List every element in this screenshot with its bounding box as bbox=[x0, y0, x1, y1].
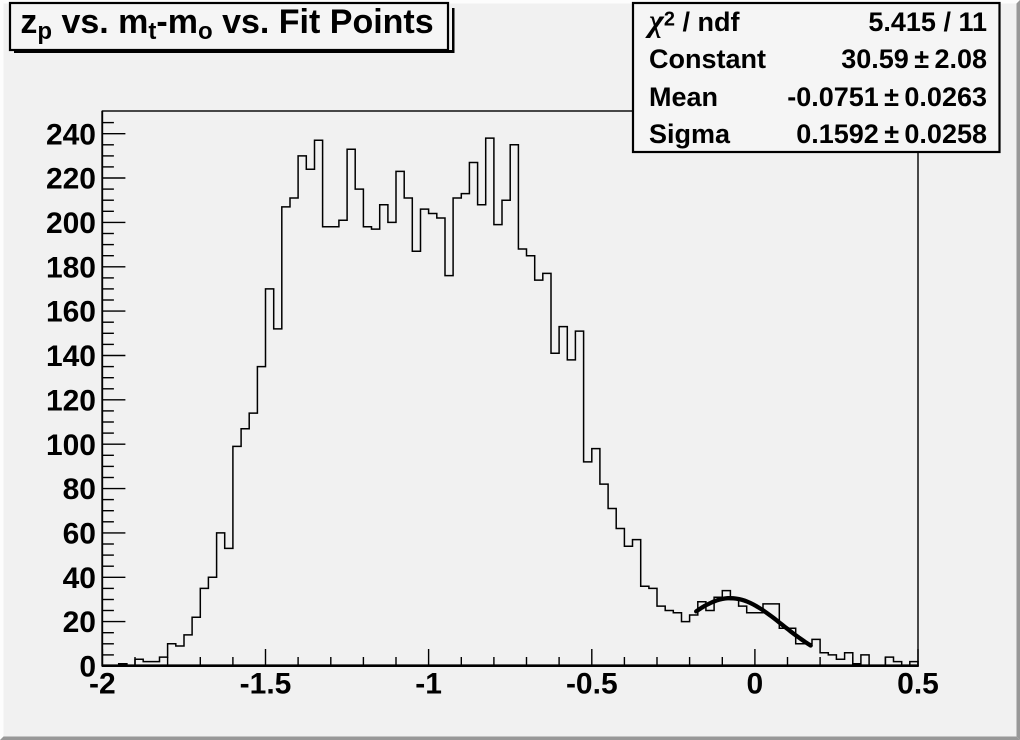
svg-text:240: 240 bbox=[46, 118, 96, 151]
svg-text:200: 200 bbox=[46, 207, 96, 240]
svg-text:Constant: Constant bbox=[649, 44, 766, 74]
svg-text:140: 140 bbox=[46, 340, 96, 373]
svg-text:180: 180 bbox=[46, 251, 96, 284]
svg-text:5.415 / 11: 5.415 / 11 bbox=[868, 7, 987, 37]
svg-text:-1: -1 bbox=[415, 668, 442, 701]
svg-text:20: 20 bbox=[63, 606, 96, 639]
svg-text:Sigma: Sigma bbox=[649, 119, 731, 149]
svg-text:χ2 / ndf: χ2 / ndf bbox=[645, 2, 740, 38]
svg-text:zp vs. mt-mo vs. Fit Points: zp vs. mt-mo vs. Fit Points bbox=[20, 3, 433, 45]
svg-text:0.1592 ± 0.0258: 0.1592 ± 0.0258 bbox=[796, 119, 987, 149]
svg-text:100: 100 bbox=[46, 429, 96, 462]
svg-text:0: 0 bbox=[79, 651, 96, 684]
svg-text:-0.0751 ± 0.0263: -0.0751 ± 0.0263 bbox=[787, 82, 987, 112]
svg-text:-0.5: -0.5 bbox=[566, 668, 618, 701]
svg-text:220: 220 bbox=[46, 163, 96, 196]
svg-text:0.5: 0.5 bbox=[897, 668, 939, 701]
svg-text:30.59 ± 2.08: 30.59 ± 2.08 bbox=[841, 44, 987, 74]
svg-text:-1.5: -1.5 bbox=[240, 668, 292, 701]
svg-text:80: 80 bbox=[63, 473, 96, 506]
svg-text:40: 40 bbox=[63, 562, 96, 595]
svg-text:120: 120 bbox=[46, 384, 96, 417]
svg-text:60: 60 bbox=[63, 518, 96, 551]
svg-text:0: 0 bbox=[747, 668, 764, 701]
svg-text:Mean: Mean bbox=[649, 82, 718, 112]
svg-text:160: 160 bbox=[46, 296, 96, 329]
svg-text:-2: -2 bbox=[89, 668, 116, 701]
